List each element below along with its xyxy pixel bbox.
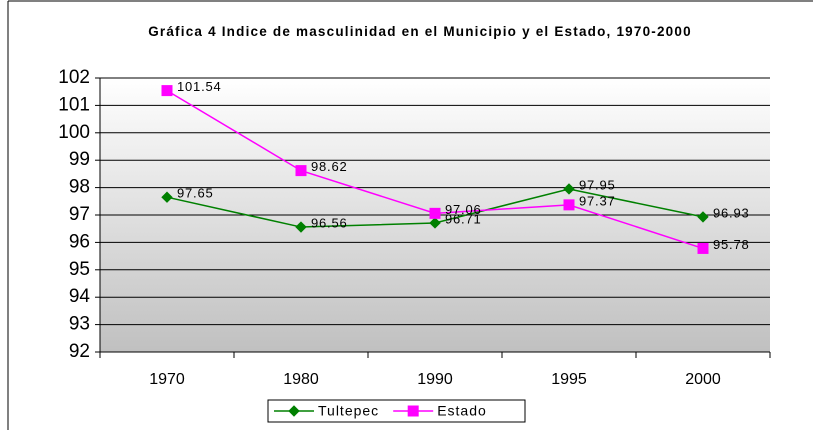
- data-label: 97.95: [579, 177, 616, 192]
- y-tick-label: 93: [69, 314, 90, 335]
- data-point: [697, 211, 709, 223]
- data-point: [295, 165, 307, 177]
- y-tick-label: 102: [58, 67, 90, 88]
- x-tick-label: 1980: [283, 371, 319, 388]
- data-point: [563, 183, 575, 195]
- legend-label: Tultepec: [318, 403, 379, 419]
- x-tick-label: 1990: [417, 371, 453, 388]
- data-label: 98.62: [311, 159, 348, 174]
- y-tick-label: 100: [58, 122, 90, 143]
- legend-marker: [407, 405, 419, 417]
- data-point: [563, 199, 575, 211]
- y-tick-label: 99: [69, 149, 90, 170]
- data-point: [429, 217, 441, 229]
- data-label: 96.93: [713, 205, 750, 220]
- chart-title: Gráfica 4 Indice de masculinidad en el M…: [148, 24, 692, 39]
- data-point: [161, 85, 173, 97]
- data-label: 97.37: [579, 193, 616, 208]
- y-tick-label: 96: [69, 231, 90, 252]
- data-label: 101.54: [177, 79, 222, 94]
- data-point: [161, 191, 173, 203]
- x-tick-label: 2000: [685, 371, 721, 388]
- legend-label: Estado: [437, 403, 487, 419]
- data-label: 96.56: [311, 215, 348, 230]
- data-point: [429, 207, 441, 219]
- x-tick-label: 1995: [551, 371, 587, 388]
- y-tick-label: 95: [69, 259, 90, 280]
- y-tick-label: 97: [69, 204, 90, 225]
- data-label: 96.71: [445, 211, 482, 226]
- y-tick-label: 94: [69, 286, 91, 307]
- y-tick-label: 101: [58, 94, 90, 115]
- data-label: 97.65: [177, 186, 214, 201]
- data-label: 95.78: [713, 237, 750, 252]
- x-tick-label: 1970: [149, 371, 185, 388]
- data-point: [295, 221, 307, 233]
- data-point: [697, 242, 709, 254]
- y-tick-label: 92: [69, 341, 90, 362]
- data-label: 97.06: [445, 202, 482, 217]
- legend-marker: [288, 405, 300, 417]
- y-tick-label: 98: [69, 177, 90, 198]
